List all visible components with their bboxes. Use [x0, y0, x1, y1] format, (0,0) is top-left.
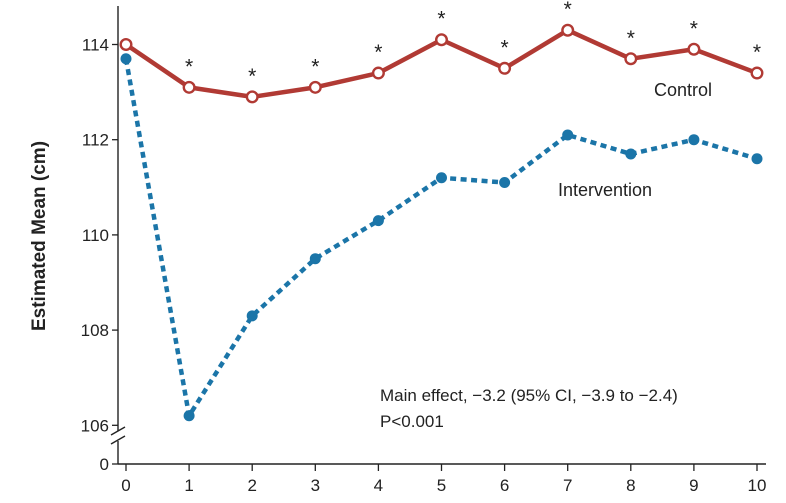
data-point-intervention — [372, 215, 384, 227]
series-label-control: Control — [654, 80, 712, 100]
y-tick-label: 0 — [100, 455, 109, 474]
x-tick-label: 10 — [748, 476, 767, 495]
data-point-control — [624, 52, 638, 66]
data-point-intervention — [120, 53, 132, 65]
data-point-control — [498, 61, 512, 75]
data-point-intervention — [625, 148, 637, 160]
data-point-control — [561, 23, 575, 37]
labels-layer: * * * * * * * * * * Control Intervention — [185, 0, 761, 200]
series-label-intervention: Intervention — [558, 180, 652, 200]
x-tick-label: 5 — [437, 476, 446, 495]
x-tick-label: 3 — [311, 476, 320, 495]
x-tick-label: 9 — [689, 476, 698, 495]
significance-asterisk: * — [690, 17, 698, 40]
significance-asterisk: * — [753, 41, 761, 64]
data-point-intervention — [309, 253, 321, 265]
x-tick-label: 4 — [374, 476, 383, 495]
significance-asterisk: * — [185, 55, 193, 78]
significance-asterisk: * — [248, 65, 256, 88]
significance-asterisk: * — [501, 36, 509, 59]
data-point-intervention — [562, 129, 574, 141]
significance-asterisk: * — [627, 27, 635, 50]
x-tick-label: 0 — [121, 476, 130, 495]
significance-asterisk: * — [311, 55, 319, 78]
data-point-intervention — [751, 153, 763, 165]
y-tick-label: 110 — [82, 226, 109, 245]
data-point-control — [435, 33, 449, 47]
y-tick-label: 114 — [82, 36, 109, 55]
data-point-intervention — [499, 177, 511, 189]
data-point-intervention — [436, 172, 447, 184]
series-layer — [119, 23, 764, 422]
annotation-main-effect: Main effect, −3.2 (95% CI, −3.9 to −2.4) — [380, 386, 678, 405]
significance-asterisk: * — [374, 41, 382, 64]
x-tick-label: 2 — [247, 476, 256, 495]
data-point-control — [245, 90, 259, 104]
data-point-intervention — [688, 134, 700, 146]
data-point-intervention — [183, 410, 195, 422]
data-point-control — [119, 38, 133, 52]
y-tick-label: 108 — [81, 321, 109, 340]
data-point-control — [371, 66, 385, 80]
data-point-intervention — [246, 310, 258, 322]
axis-break-mark — [110, 435, 126, 445]
y-tick-label: 112 — [82, 131, 109, 150]
data-point-control — [182, 80, 196, 94]
x-tick-label: 8 — [626, 476, 635, 495]
x-tick-label: 6 — [500, 476, 509, 495]
data-point-control — [308, 80, 322, 94]
series-line-intervention — [123, 58, 758, 419]
significance-asterisk: * — [437, 8, 445, 31]
x-tick-label: 1 — [184, 476, 193, 495]
x-tick-label: 7 — [563, 476, 572, 495]
axis-break-mark — [110, 426, 126, 436]
data-point-control — [750, 66, 764, 80]
significance-asterisk: * — [564, 0, 572, 21]
y-tick-label: 106 — [81, 416, 109, 435]
y-axis-label: Estimated Mean (cm) — [29, 141, 50, 331]
axes: 106 108 110 112 114 00 1 2 3 4 5 6 7 8 9 10 — [81, 6, 767, 495]
annotation-p-value: P<0.001 — [380, 412, 444, 431]
data-point-control — [687, 42, 701, 56]
